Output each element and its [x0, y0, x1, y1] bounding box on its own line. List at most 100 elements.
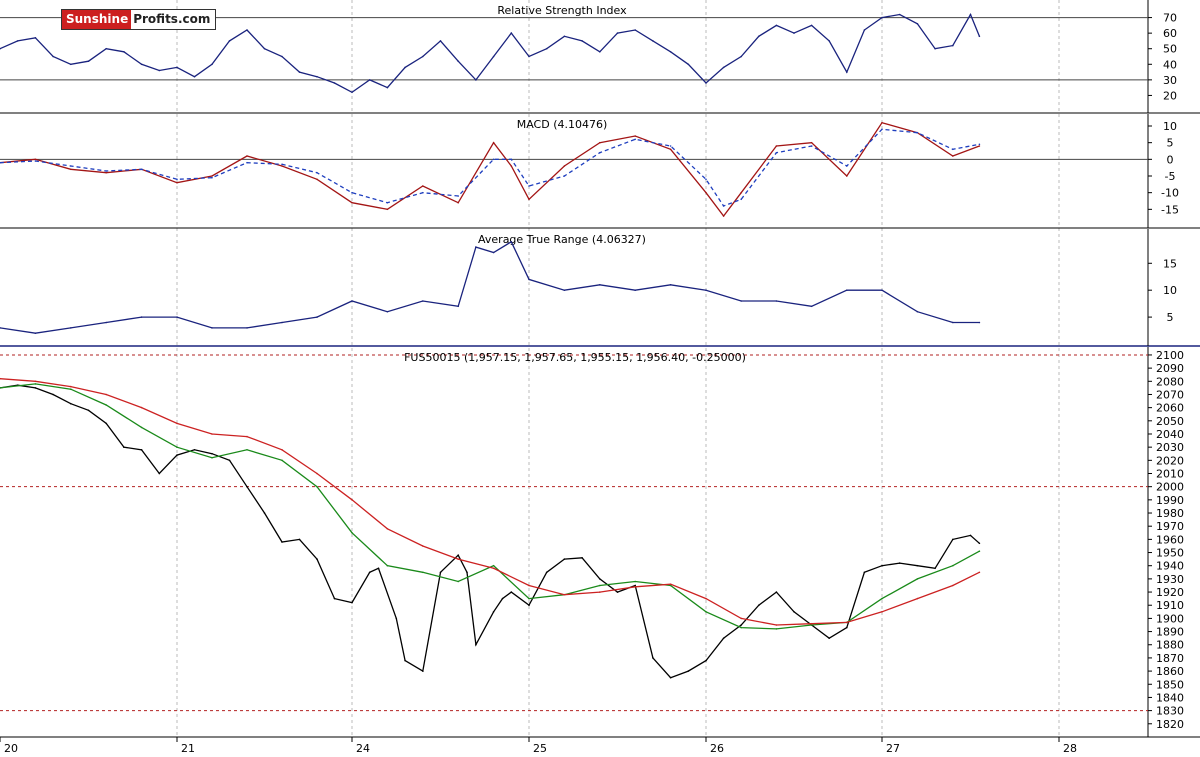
- data-point: [351, 532, 353, 534]
- data-point: [176, 181, 178, 184]
- data-point: [281, 321, 283, 324]
- data-point: [105, 170, 107, 172]
- data-point: [140, 449, 143, 451]
- data-point: [916, 310, 919, 313]
- brand-logo-part2: Profits.com: [133, 12, 211, 26]
- data-point: [457, 60, 460, 62]
- data-point: [634, 586, 636, 588]
- data-point: [492, 611, 495, 613]
- data-point: [176, 178, 178, 181]
- data-point: [510, 591, 513, 593]
- y-tick-label: 1840: [1156, 691, 1184, 704]
- data-point: [386, 86, 389, 89]
- y-tick-label: 1900: [1156, 612, 1184, 625]
- data-point: [70, 63, 72, 66]
- data-point: [528, 278, 530, 281]
- data-point: [616, 591, 619, 593]
- data-point: [211, 433, 213, 435]
- data-point: [898, 562, 901, 564]
- data-point: [952, 148, 954, 151]
- data-point: [740, 624, 742, 626]
- data-point: [281, 449, 283, 451]
- y-tick-label: 2050: [1156, 415, 1184, 428]
- data-point: [881, 121, 883, 124]
- y-tick-label: 2060: [1156, 402, 1184, 415]
- data-point: [545, 571, 548, 574]
- data-point: [351, 191, 353, 194]
- data-point: [775, 300, 778, 302]
- data-point: [368, 79, 371, 81]
- data-point: [457, 554, 460, 556]
- data-point: [669, 676, 672, 679]
- data-point: [881, 611, 883, 613]
- data-point: [846, 621, 848, 624]
- data-point: [881, 128, 883, 131]
- data-point: [492, 564, 495, 567]
- data-point: [810, 145, 813, 147]
- data-point: [105, 47, 107, 50]
- data-point: [916, 23, 919, 25]
- data-point: [501, 597, 504, 600]
- data-point: [722, 637, 725, 639]
- data-point: [969, 13, 972, 16]
- data-point: [457, 201, 460, 204]
- data-point: [705, 611, 707, 613]
- y-tick-label: 1910: [1156, 599, 1184, 612]
- data-point: [969, 534, 972, 537]
- data-point: [298, 71, 301, 73]
- data-point: [281, 459, 283, 462]
- data-point: [123, 51, 125, 53]
- data-point: [466, 571, 468, 574]
- data-point: [881, 597, 883, 600]
- data-point: [978, 143, 981, 146]
- data-point: [105, 321, 107, 324]
- data-point: [211, 175, 213, 177]
- y-tick-label: 1990: [1156, 494, 1184, 507]
- data-point: [87, 409, 90, 412]
- data-point: [281, 541, 283, 543]
- data-point: [281, 163, 283, 166]
- data-point: [599, 591, 601, 593]
- data-point: [16, 40, 19, 42]
- data-point: [176, 454, 178, 456]
- grid-layer: [176, 0, 1060, 737]
- panel-title: Relative Strength Index: [497, 4, 627, 17]
- y-tick-label: 1880: [1156, 639, 1184, 652]
- data-point: [528, 198, 530, 201]
- y-tick-label: 2090: [1156, 362, 1184, 375]
- y-tick-label: 15: [1163, 257, 1177, 270]
- data-point: [916, 597, 919, 600]
- data-point: [581, 557, 583, 559]
- data-point: [775, 145, 778, 147]
- data-point: [740, 55, 742, 58]
- data-point: [211, 452, 213, 455]
- data-point: [34, 37, 37, 39]
- data-point: [34, 160, 37, 162]
- data-point: [775, 591, 778, 593]
- series-line-2-0: [0, 240, 980, 334]
- data-point: [599, 578, 601, 580]
- y-tick-label: 10: [1163, 284, 1177, 297]
- x-tick-label: 27: [886, 742, 900, 755]
- data-point: [952, 321, 954, 324]
- y-tick-label: 1980: [1156, 507, 1184, 520]
- data-point: [422, 545, 424, 547]
- data-point: [599, 151, 601, 154]
- data-point: [404, 659, 406, 662]
- data-point: [123, 446, 125, 449]
- y-tick-label: 2000: [1156, 481, 1184, 494]
- data-point: [176, 446, 178, 449]
- data-point: [457, 558, 460, 560]
- data-point: [978, 542, 981, 545]
- data-point: [246, 155, 248, 157]
- data-point: [228, 459, 231, 462]
- y-tick-label: 1860: [1156, 665, 1184, 678]
- data-point: [563, 165, 566, 167]
- y-tick-label: 2040: [1156, 428, 1184, 441]
- y-tick-label: 1920: [1156, 586, 1184, 599]
- data-point: [978, 145, 981, 147]
- data-point: [140, 63, 143, 66]
- data-point: [52, 55, 54, 58]
